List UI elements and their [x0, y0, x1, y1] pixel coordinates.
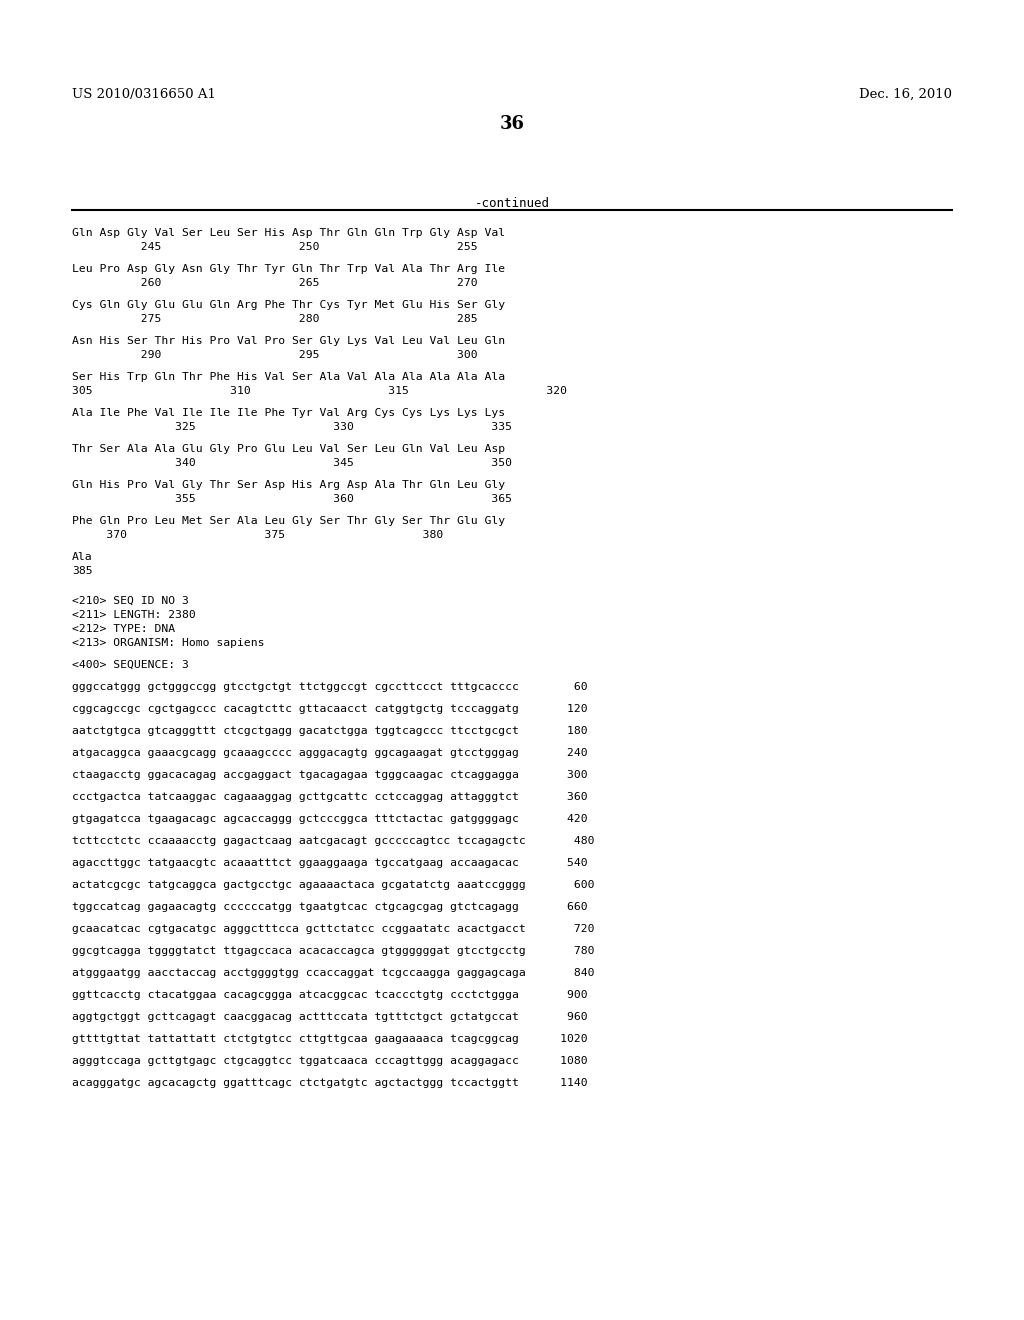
Text: Leu Pro Asp Gly Asn Gly Thr Tyr Gln Thr Trp Val Ala Thr Arg Ile: Leu Pro Asp Gly Asn Gly Thr Tyr Gln Thr … — [72, 264, 505, 275]
Text: 370                    375                    380: 370 375 380 — [72, 531, 443, 540]
Text: -continued: -continued — [474, 197, 550, 210]
Text: 340                    345                    350: 340 345 350 — [72, 458, 512, 469]
Text: Ser His Trp Gln Thr Phe His Val Ser Ala Val Ala Ala Ala Ala Ala: Ser His Trp Gln Thr Phe His Val Ser Ala … — [72, 372, 505, 381]
Text: Ala Ile Phe Val Ile Ile Ile Phe Tyr Val Arg Cys Cys Lys Lys Lys: Ala Ile Phe Val Ile Ile Ile Phe Tyr Val … — [72, 408, 505, 418]
Text: aatctgtgca gtcagggttt ctcgctgagg gacatctgga tggtcagccc ttcctgcgct       180: aatctgtgca gtcagggttt ctcgctgagg gacatct… — [72, 726, 588, 737]
Text: 305                    310                    315                    320: 305 310 315 320 — [72, 385, 567, 396]
Text: Asn His Ser Thr His Pro Val Pro Ser Gly Lys Val Leu Val Leu Gln: Asn His Ser Thr His Pro Val Pro Ser Gly … — [72, 337, 505, 346]
Text: <400> SEQUENCE: 3: <400> SEQUENCE: 3 — [72, 660, 188, 671]
Text: <212> TYPE: DNA: <212> TYPE: DNA — [72, 624, 175, 634]
Text: gggccatggg gctgggccgg gtcctgctgt ttctggccgt cgccttccct tttgcacccc        60: gggccatggg gctgggccgg gtcctgctgt ttctggc… — [72, 682, 588, 692]
Text: gttttgttat tattattatt ctctgtgtcc cttgttgcaa gaagaaaaca tcagcggcag      1020: gttttgttat tattattatt ctctgtgtcc cttgttg… — [72, 1034, 588, 1044]
Text: cggcagccgc cgctgagccc cacagtcttc gttacaacct catggtgctg tcccaggatg       120: cggcagccgc cgctgagccc cacagtcttc gttacaa… — [72, 704, 588, 714]
Text: ctaagacctg ggacacagag accgaggact tgacagagaa tgggcaagac ctcaggagga       300: ctaagacctg ggacacagag accgaggact tgacaga… — [72, 770, 588, 780]
Text: agggtccaga gcttgtgagc ctgcaggtcc tggatcaaca cccagttggg acaggagacc      1080: agggtccaga gcttgtgagc ctgcaggtcc tggatca… — [72, 1056, 588, 1067]
Text: <210> SEQ ID NO 3: <210> SEQ ID NO 3 — [72, 597, 188, 606]
Text: Cys Gln Gly Glu Glu Gln Arg Phe Thr Cys Tyr Met Glu His Ser Gly: Cys Gln Gly Glu Glu Gln Arg Phe Thr Cys … — [72, 300, 505, 310]
Text: 325                    330                    335: 325 330 335 — [72, 422, 512, 432]
Text: ggcgtcagga tggggtatct ttgagccaca acacaccagca gtggggggat gtcctgcctg       780: ggcgtcagga tggggtatct ttgagccaca acacacc… — [72, 946, 595, 956]
Text: Gln Asp Gly Val Ser Leu Ser His Asp Thr Gln Gln Trp Gly Asp Val: Gln Asp Gly Val Ser Leu Ser His Asp Thr … — [72, 228, 505, 238]
Text: 36: 36 — [500, 115, 524, 133]
Text: acagggatgc agcacagctg ggatttcagc ctctgatgtc agctactggg tccactggtt      1140: acagggatgc agcacagctg ggatttcagc ctctgat… — [72, 1078, 588, 1088]
Text: 385: 385 — [72, 566, 92, 576]
Text: <213> ORGANISM: Homo sapiens: <213> ORGANISM: Homo sapiens — [72, 638, 264, 648]
Text: 245                    250                    255: 245 250 255 — [72, 242, 477, 252]
Text: actatcgcgc tatgcaggca gactgcctgc agaaaactaca gcgatatctg aaatccgggg       600: actatcgcgc tatgcaggca gactgcctgc agaaaac… — [72, 880, 595, 890]
Text: Ala: Ala — [72, 552, 92, 562]
Text: Thr Ser Ala Ala Glu Gly Pro Glu Leu Val Ser Leu Gln Val Leu Asp: Thr Ser Ala Ala Glu Gly Pro Glu Leu Val … — [72, 444, 505, 454]
Text: atgggaatgg aacctaccag acctggggtgg ccaccaggat tcgccaagga gaggagcaga       840: atgggaatgg aacctaccag acctggggtgg ccacca… — [72, 968, 595, 978]
Text: gcaacatcac cgtgacatgc agggctttcca gcttctatcc ccggaatatc acactgacct       720: gcaacatcac cgtgacatgc agggctttcca gcttct… — [72, 924, 595, 935]
Text: Dec. 16, 2010: Dec. 16, 2010 — [859, 88, 952, 102]
Text: Phe Gln Pro Leu Met Ser Ala Leu Gly Ser Thr Gly Ser Thr Glu Gly: Phe Gln Pro Leu Met Ser Ala Leu Gly Ser … — [72, 516, 505, 525]
Text: US 2010/0316650 A1: US 2010/0316650 A1 — [72, 88, 216, 102]
Text: 290                    295                    300: 290 295 300 — [72, 350, 477, 360]
Text: 260                    265                    270: 260 265 270 — [72, 279, 477, 288]
Text: gtgagatcca tgaagacagc agcaccaggg gctcccggca tttctactac gatggggagc       420: gtgagatcca tgaagacagc agcaccaggg gctcccg… — [72, 814, 588, 824]
Text: ggttcacctg ctacatggaa cacagcggga atcacggcac tcaccctgtg ccctctggga       900: ggttcacctg ctacatggaa cacagcggga atcacgg… — [72, 990, 588, 1001]
Text: Gln His Pro Val Gly Thr Ser Asp His Arg Asp Ala Thr Gln Leu Gly: Gln His Pro Val Gly Thr Ser Asp His Arg … — [72, 480, 505, 490]
Text: <211> LENGTH: 2380: <211> LENGTH: 2380 — [72, 610, 196, 620]
Text: agaccttggc tatgaacgtc acaaatttct ggaaggaaga tgccatgaag accaagacac       540: agaccttggc tatgaacgtc acaaatttct ggaagga… — [72, 858, 588, 869]
Text: 275                    280                    285: 275 280 285 — [72, 314, 477, 323]
Text: aggtgctggt gcttcagagt caacggacag actttccata tgtttctgct gctatgccat       960: aggtgctggt gcttcagagt caacggacag actttcc… — [72, 1012, 588, 1022]
Text: tggccatcag gagaacagtg ccccccatgg tgaatgtcac ctgcagcgag gtctcagagg       660: tggccatcag gagaacagtg ccccccatgg tgaatgt… — [72, 902, 588, 912]
Text: atgacaggca gaaacgcagg gcaaagcccc agggacagtg ggcagaagat gtcctgggag       240: atgacaggca gaaacgcagg gcaaagcccc agggaca… — [72, 748, 588, 758]
Text: 355                    360                    365: 355 360 365 — [72, 494, 512, 504]
Text: tcttcctctc ccaaaacctg gagactcaag aatcgacagt gcccccagtcc tccagagctc       480: tcttcctctc ccaaaacctg gagactcaag aatcgac… — [72, 836, 595, 846]
Text: ccctgactca tatcaaggac cagaaaggag gcttgcattc cctccaggag attagggtct       360: ccctgactca tatcaaggac cagaaaggag gcttgca… — [72, 792, 588, 803]
